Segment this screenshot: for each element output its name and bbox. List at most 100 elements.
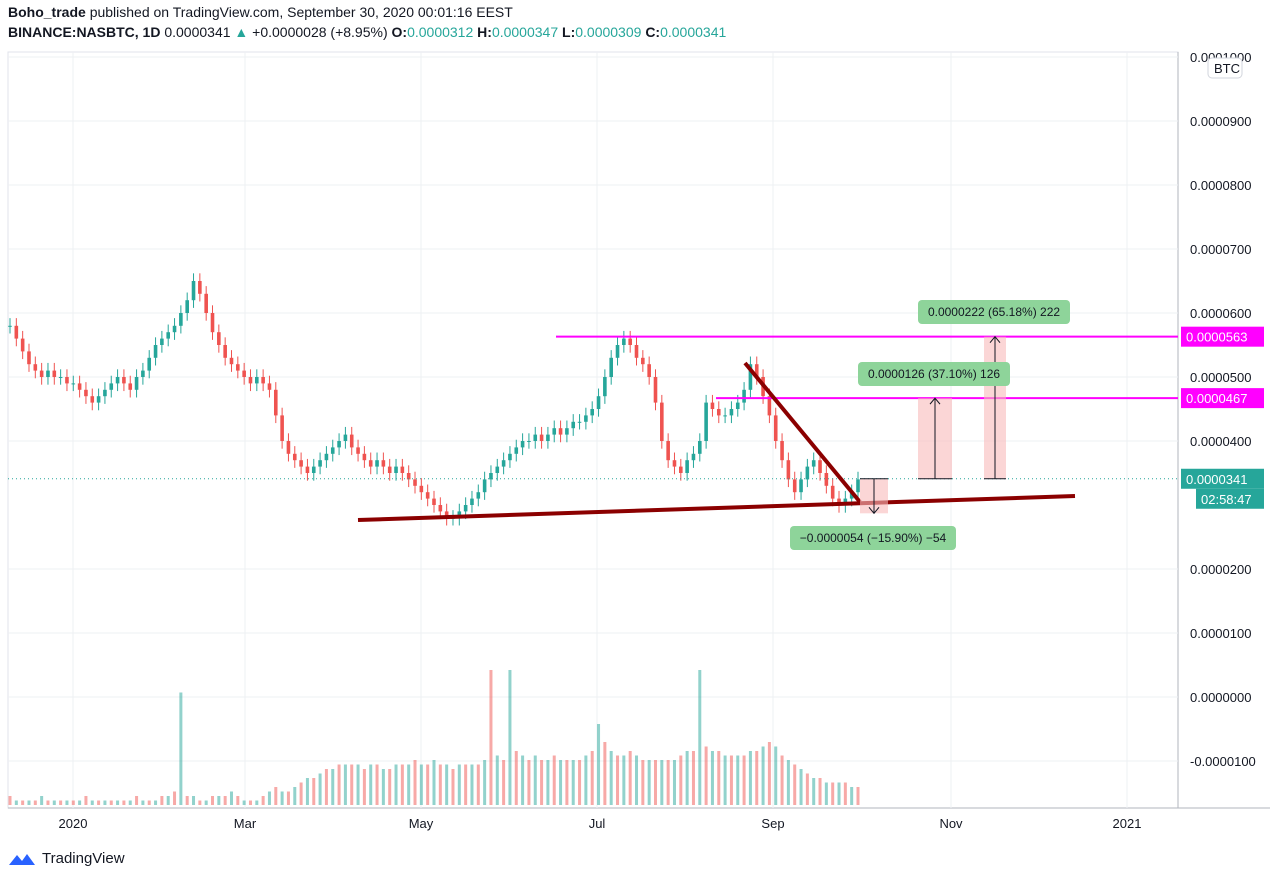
candle-body	[267, 383, 272, 390]
candle-body	[710, 402, 715, 409]
volume-bar	[552, 755, 556, 805]
volume-bar	[122, 800, 126, 805]
candle-body	[729, 409, 734, 416]
candle-body	[179, 313, 183, 326]
candle-body	[824, 473, 829, 486]
candle-body	[198, 281, 202, 294]
candle-body	[444, 511, 449, 518]
volume-bar	[647, 760, 651, 805]
candle-body	[210, 313, 215, 333]
measure-label: 0.0000222 (65.18%) 222	[928, 305, 1060, 319]
volume-bar	[419, 764, 423, 805]
volume-bar	[229, 791, 233, 805]
up-arrow-icon: ▲	[234, 24, 249, 40]
price-axis[interactable]: 0.00010000.00009000.00008000.00007000.00…	[1181, 50, 1264, 769]
measure-arrow-head	[929, 397, 941, 405]
candle-body	[463, 505, 468, 512]
candle-body	[160, 338, 164, 345]
falling-trendline[interactable]	[743, 361, 862, 504]
currency-badge[interactable]	[1207, 57, 1243, 79]
volume-bar	[843, 782, 847, 805]
volume-bar	[818, 778, 822, 805]
x-tick-label: 2021	[1113, 816, 1142, 831]
candle-body	[837, 498, 841, 505]
volume-bar	[850, 787, 854, 805]
volume-bar	[21, 800, 25, 805]
candle-body	[394, 466, 398, 473]
candle-body	[324, 453, 329, 461]
volume-bar	[559, 760, 563, 805]
volume-bar	[369, 764, 373, 805]
candle-body	[748, 364, 753, 390]
candle-body	[773, 415, 778, 441]
candle-body	[65, 377, 69, 384]
candle-body	[634, 345, 639, 358]
volume-bar	[217, 796, 221, 805]
candle-body	[185, 300, 189, 313]
publisher-name[interactable]: Boho_trade	[8, 4, 86, 20]
measure-arrow-head	[868, 506, 880, 515]
y-tick-label: 0.0000200	[1190, 562, 1251, 577]
candle-body	[343, 434, 348, 441]
candle-body	[46, 370, 50, 377]
volume-bar	[204, 800, 208, 805]
volume-bar	[407, 764, 411, 805]
candle-body	[413, 479, 417, 486]
candle-body	[318, 460, 322, 467]
measure-label: 0.0000126 (37.10%) 126	[868, 367, 1000, 381]
volume-bar	[495, 755, 499, 805]
candle-body	[84, 389, 88, 397]
candle-body	[96, 396, 101, 403]
volume-bar	[97, 800, 101, 805]
close-value: 0.0000341	[660, 24, 727, 40]
volume-bar	[211, 796, 215, 805]
x-tick-label: Mar	[234, 816, 257, 831]
volume-bar	[331, 769, 335, 805]
volume-bar	[274, 787, 278, 805]
volume-bar	[356, 764, 360, 805]
candle-body	[172, 325, 177, 333]
volume-bar	[223, 796, 227, 805]
volume-bar	[71, 800, 75, 805]
volume-bar	[305, 778, 309, 805]
publish-line: Boho_trade published on TradingView.com,…	[8, 4, 513, 20]
x-tick-label: Sep	[761, 816, 784, 831]
time-axis[interactable]: 2020 Mar May Jul Sep Nov 2021	[59, 816, 1142, 831]
candle-body	[603, 377, 607, 397]
volume-bar	[135, 796, 139, 805]
volume-bar	[464, 764, 468, 805]
volume-bar	[350, 764, 354, 805]
volume-bar	[52, 800, 56, 805]
drawing-layer: 0.0000222 (65.18%) 222 0.0000126 (37.10%)…	[8, 300, 1178, 550]
volume-bar	[597, 724, 601, 805]
low-label: L:	[562, 24, 576, 40]
price-axis-label	[1181, 468, 1264, 489]
candle-body	[767, 396, 772, 416]
volume-bar	[248, 800, 252, 805]
support-trendline[interactable]	[357, 494, 1076, 522]
volume-bar	[78, 800, 82, 805]
candle-body	[52, 370, 57, 377]
candle-body	[704, 402, 708, 441]
price-axis-label	[1181, 388, 1264, 409]
candle-body	[438, 505, 443, 512]
candle-body	[242, 370, 246, 377]
x-tick-label: Nov	[939, 816, 963, 831]
tradingview-logo[interactable]: TradingView	[8, 850, 125, 867]
volume-bar	[476, 764, 480, 805]
candle-body	[716, 409, 721, 416]
volume-bar	[173, 791, 177, 805]
volume-bar	[457, 764, 461, 805]
candle-body	[584, 415, 588, 422]
candle-body	[830, 485, 835, 499]
volume-bar	[723, 755, 727, 805]
volume-bar	[8, 796, 12, 805]
high-value: 0.0000347	[491, 24, 559, 40]
candle-body	[489, 473, 493, 480]
candle-body	[508, 453, 512, 461]
candle-body	[679, 466, 683, 473]
candle-body	[672, 460, 677, 467]
volume-bar	[603, 742, 607, 805]
volume-bar	[470, 764, 474, 805]
